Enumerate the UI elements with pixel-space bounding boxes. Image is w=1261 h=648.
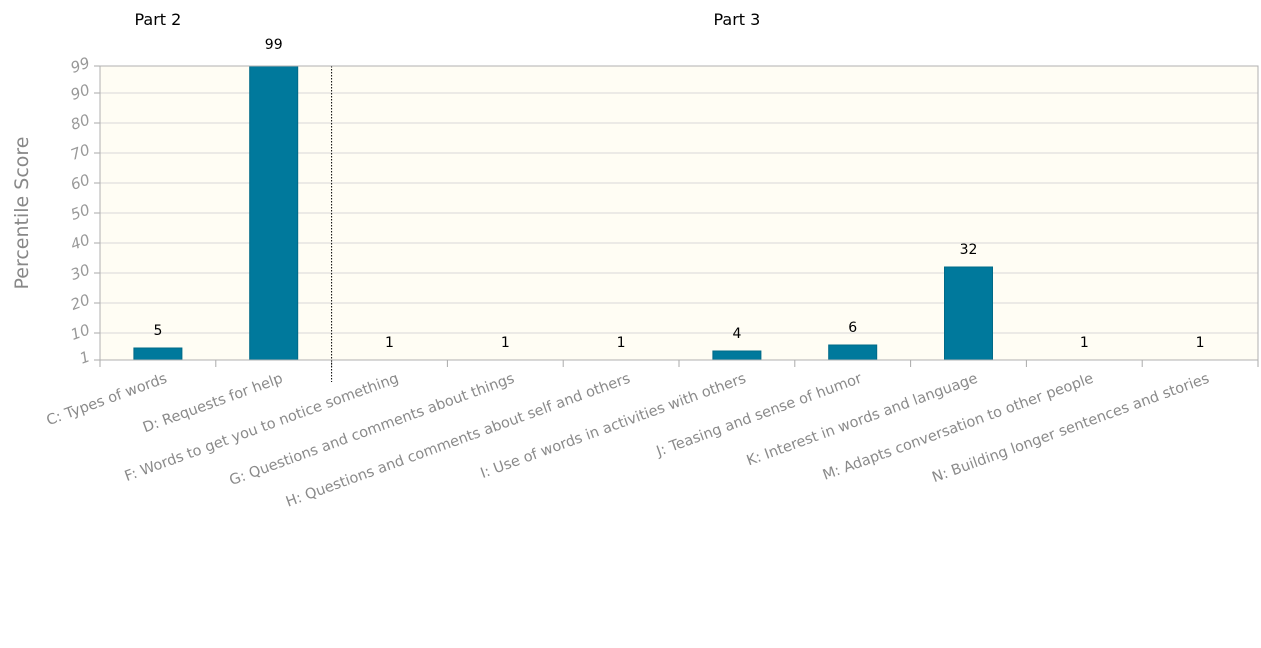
- data-label: 1: [1196, 335, 1205, 351]
- data-label: 4: [732, 326, 741, 342]
- data-label: 32: [960, 242, 978, 258]
- data-label: 1: [385, 335, 394, 351]
- y-tick-label: 40: [68, 230, 92, 253]
- y-tick-label: 60: [68, 170, 92, 193]
- data-label: 1: [1080, 335, 1089, 351]
- y-axis-ticks: 1 10 20 30 40 50 60 70 80 90 99: [68, 53, 100, 368]
- y-tick-label: 10: [68, 320, 92, 343]
- bar: [133, 347, 183, 361]
- data-label: 6: [848, 320, 857, 336]
- bar: [828, 344, 878, 361]
- x-tick-label: J: Teasing and sense of humor: [654, 371, 864, 461]
- data-label: 99: [265, 37, 283, 53]
- bar: [712, 350, 762, 361]
- bar: [944, 266, 993, 361]
- part-labels: Part 2 Part 3: [134, 10, 760, 29]
- part-label-part-3: Part 3: [713, 10, 760, 29]
- y-tick-label: 99: [68, 53, 92, 76]
- y-axis-label: Percentile Score: [11, 137, 33, 290]
- y-tick-label: 80: [68, 110, 92, 133]
- y-tick-label: 90: [68, 80, 92, 103]
- y-tick-label: 1: [77, 347, 92, 367]
- y-tick-label: 70: [68, 140, 92, 163]
- y-tick-label: 20: [68, 290, 92, 313]
- data-label: 5: [153, 323, 162, 339]
- y-tick-label: 30: [68, 260, 92, 283]
- data-label: 1: [617, 335, 626, 351]
- bars: [133, 65, 993, 361]
- part-label-part-2: Part 2: [134, 10, 181, 29]
- plot-frame: [99, 65, 1259, 361]
- data-label: 1: [501, 335, 510, 351]
- data-labels: 5 99 1 1 1 4 6 32 1 1: [153, 37, 1204, 351]
- y-tick-label: 50: [68, 200, 92, 223]
- bar: [249, 65, 299, 361]
